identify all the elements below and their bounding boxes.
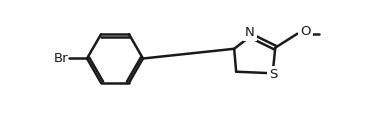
Text: N: N (245, 26, 255, 39)
Text: S: S (270, 68, 278, 81)
Text: Br: Br (54, 52, 68, 65)
Text: O: O (300, 25, 311, 38)
